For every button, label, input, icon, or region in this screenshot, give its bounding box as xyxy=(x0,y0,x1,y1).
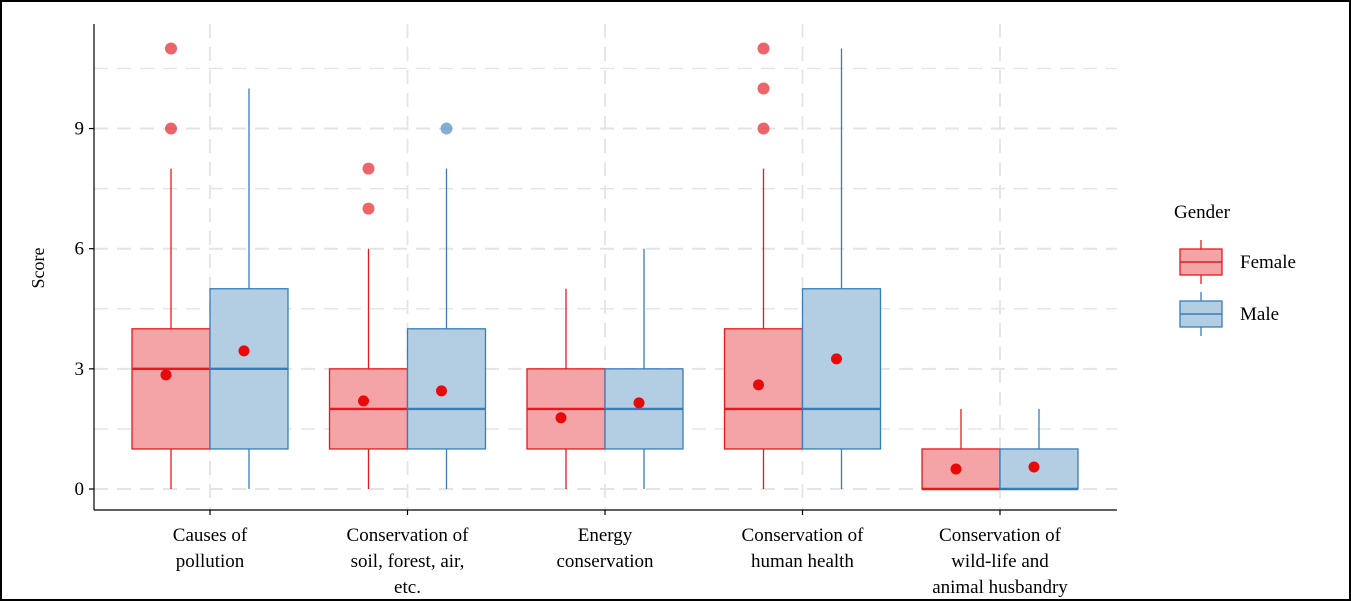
mean-point xyxy=(633,397,645,409)
box-layer xyxy=(131,42,1079,491)
mean-point xyxy=(160,369,172,381)
mean-point xyxy=(358,395,369,407)
y-tick-label: 3 xyxy=(75,359,85,380)
axes-layer xyxy=(89,24,1117,515)
x-tick-label: Conservation of xyxy=(939,525,1062,546)
mean-point xyxy=(753,379,764,391)
box xyxy=(801,288,882,450)
outlier-point xyxy=(440,122,453,135)
label-layer: Score 0 3 6 9 Causes of pollution Conservation… xyxy=(28,119,1068,598)
x-tick-label: Conservation of xyxy=(742,525,865,546)
outlier-point xyxy=(757,122,770,135)
mean-point xyxy=(831,353,842,365)
outlier-point xyxy=(757,82,770,95)
y-tick-label: 9 xyxy=(75,119,85,140)
outlier-point xyxy=(757,42,770,55)
y-tick-label: 6 xyxy=(75,239,85,260)
outlier-point xyxy=(165,42,177,55)
x-tick-label: human health xyxy=(751,551,854,572)
outlier-point xyxy=(165,122,177,135)
x-tick-label: conservation xyxy=(556,551,654,572)
legend: Gender Female Male xyxy=(1174,202,1296,336)
box xyxy=(131,328,211,450)
legend-label: Female xyxy=(1240,252,1296,273)
y-tick-label: 0 xyxy=(75,479,85,500)
x-tick-label: animal husbandry xyxy=(932,577,1068,598)
box xyxy=(723,328,804,450)
mean-point xyxy=(950,463,962,475)
x-tick-label: pollution xyxy=(176,551,245,572)
x-tick-label: etc. xyxy=(394,577,421,598)
legend-label: Male xyxy=(1240,304,1279,325)
x-tick-label: Conservation of xyxy=(347,525,470,546)
mean-point xyxy=(1028,461,1040,473)
y-axis-label: Score xyxy=(28,247,48,288)
mean-point xyxy=(238,345,250,357)
mean-point xyxy=(436,385,447,397)
x-tick-label: Causes of xyxy=(173,525,248,546)
x-tick-label: soil, forest, air, xyxy=(351,551,465,572)
outlier-point xyxy=(362,162,375,175)
legend-title: Gender xyxy=(1174,202,1231,223)
outlier-point xyxy=(362,202,375,215)
x-tick-label: Energy xyxy=(578,525,633,546)
mean-point xyxy=(555,412,567,424)
x-tick-label: wild-life and xyxy=(951,551,1049,572)
